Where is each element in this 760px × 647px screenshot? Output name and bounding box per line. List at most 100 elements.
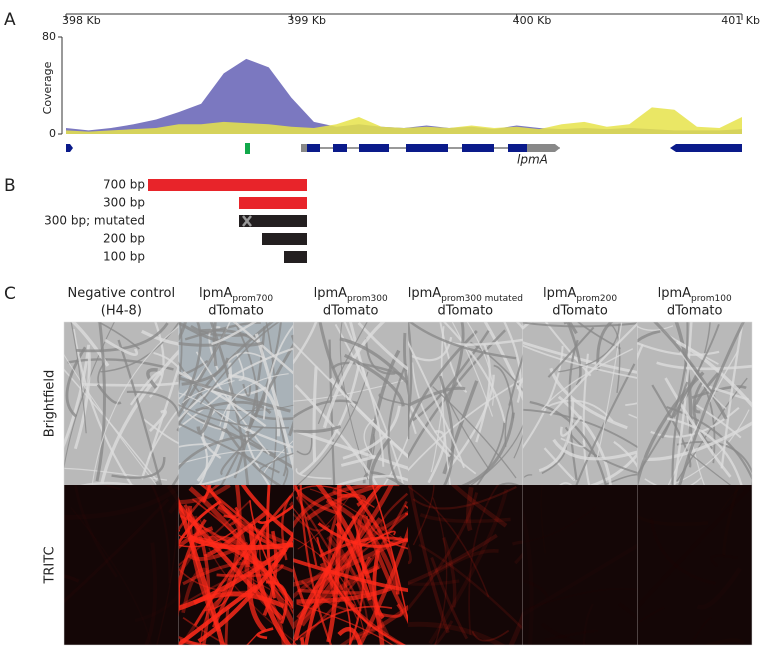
hypha <box>365 338 396 375</box>
hypha <box>193 491 294 627</box>
hypha <box>408 322 517 360</box>
hypha <box>193 448 264 485</box>
hypha <box>408 533 498 586</box>
column-header: Negative control <box>68 286 176 301</box>
hypha <box>148 322 165 398</box>
hypha <box>720 322 744 469</box>
hypha <box>64 322 115 471</box>
column-name: lpmA <box>408 286 442 301</box>
hypha <box>461 412 515 485</box>
hypha <box>178 376 291 413</box>
hypha <box>451 338 523 346</box>
hypha <box>334 323 405 485</box>
hypha <box>293 342 409 458</box>
y-tick-label: 0 <box>49 127 56 140</box>
construct-label: 100 bp <box>103 250 145 264</box>
hypha <box>242 383 252 397</box>
x-tick-label: 398 Kb <box>62 14 101 27</box>
hypha <box>293 605 393 644</box>
hypha <box>259 452 294 472</box>
column-subscript: prom300 mutated <box>441 294 523 304</box>
hypha <box>328 339 336 485</box>
hypha <box>196 406 215 434</box>
hypha <box>637 343 644 362</box>
row-label: Brightfield <box>43 370 58 438</box>
hypha <box>228 517 241 527</box>
hypha <box>220 426 264 476</box>
hypha <box>178 322 187 342</box>
hypha <box>695 404 742 439</box>
column-header-line2: dTomato <box>667 304 723 319</box>
hypha <box>566 322 582 387</box>
hypha <box>313 512 409 590</box>
hypha <box>568 339 579 481</box>
hypha <box>281 495 292 561</box>
hypha <box>508 610 523 645</box>
hypha <box>70 322 110 367</box>
hypha <box>656 361 752 371</box>
hypha <box>146 368 158 389</box>
column-header-line2: dTomato <box>208 304 264 319</box>
hypha <box>412 485 435 546</box>
hypha <box>296 485 394 620</box>
hypha <box>228 374 280 437</box>
hypha <box>240 485 294 539</box>
hypha <box>538 398 575 472</box>
hypha <box>129 371 163 406</box>
column-header: lpmAprom200 <box>543 286 617 304</box>
micrograph-bg <box>522 485 638 645</box>
hypha <box>693 371 720 414</box>
hypha <box>466 486 474 532</box>
hypha <box>446 322 465 403</box>
hypha <box>293 636 305 645</box>
column-header: lpmAprom700 <box>199 286 273 304</box>
hypha <box>430 393 445 473</box>
hypha <box>178 370 267 428</box>
micrograph <box>408 322 523 485</box>
micrograph-bg <box>64 485 179 645</box>
hypha <box>359 530 396 548</box>
panel-label: B <box>4 176 16 196</box>
hypha <box>143 418 179 445</box>
hypha <box>293 322 318 365</box>
hypha <box>70 322 87 434</box>
hypha <box>549 322 638 417</box>
hypha <box>522 344 638 379</box>
hypha <box>202 485 212 503</box>
hypha <box>447 374 495 470</box>
hypha <box>653 322 728 420</box>
hypha <box>339 337 409 386</box>
hypha <box>442 536 457 608</box>
hypha <box>522 322 638 328</box>
hypha <box>317 522 409 548</box>
y-axis-label: Coverage <box>41 61 54 114</box>
hypha <box>298 500 408 642</box>
hypha <box>304 485 384 645</box>
hypha <box>438 375 455 485</box>
hypha <box>199 322 280 405</box>
hypha <box>178 392 248 432</box>
hypha <box>664 377 732 478</box>
hypha <box>408 579 460 586</box>
hypha <box>408 543 412 565</box>
hypha <box>613 440 638 469</box>
micrograph <box>637 322 752 485</box>
hypha <box>178 635 202 645</box>
hypha <box>403 332 409 396</box>
micrograph <box>293 322 409 485</box>
hypha <box>316 537 407 645</box>
hypha <box>357 526 409 645</box>
hypha <box>371 485 409 625</box>
hypha <box>104 338 138 357</box>
hypha <box>247 571 267 633</box>
hypha <box>73 349 91 450</box>
hypha <box>293 563 382 630</box>
hypha <box>100 322 179 373</box>
hypha <box>296 371 369 485</box>
hypha <box>408 485 450 634</box>
hypha <box>252 527 268 608</box>
hypha <box>191 498 294 616</box>
hypha <box>235 351 245 381</box>
hypha <box>419 513 511 524</box>
column-subscript: prom100 <box>691 294 732 304</box>
